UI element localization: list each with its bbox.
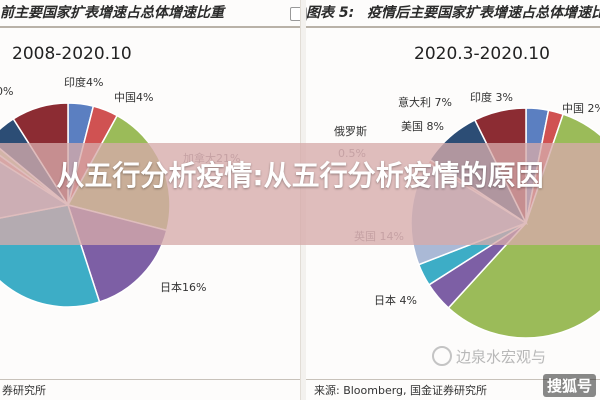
wechat-icon <box>432 346 452 366</box>
right-header-figure-number: 图表 5: <box>306 5 355 21</box>
banner-title: 从五行分析疫情:从五行分析疫情的原因 <box>56 159 544 192</box>
slice-label: 美国 8% <box>401 120 444 133</box>
header-box-icon <box>290 7 300 21</box>
left-header-text: 前主要国家扩表增速占总体增速比重 <box>0 5 224 21</box>
right-footer-rule <box>306 379 600 380</box>
title-banner <box>0 143 600 245</box>
corner-logo: 搜狐号 <box>542 374 596 397</box>
slice-label: 日本16% <box>160 280 206 294</box>
right-chart-title: 2020.3-2020.10 <box>414 44 550 64</box>
right-header-text: 疫情后主要国家扩表增速占总体增速比重 <box>367 5 600 21</box>
watermark-text: 边泉水宏观与 <box>456 348 547 366</box>
left-footer-rule <box>0 379 300 380</box>
slice-label: 意大利 7% <box>398 95 452 109</box>
slice-label: 0% <box>0 85 13 98</box>
slice-label: 中国 2% <box>562 102 600 115</box>
right-footer-source: 来源: Bloomberg, 国金证券研究所 <box>314 384 488 397</box>
slice-label: 中国4% <box>114 91 153 104</box>
slice-label: 印度4% <box>64 75 103 89</box>
slice-label: 印度 3% <box>470 90 513 104</box>
slice-label: 日本 4% <box>374 293 417 307</box>
left-header: 前主要国家扩表增速占总体增速比重 <box>0 0 300 28</box>
watermark: 边泉水宏观与 <box>432 346 546 367</box>
right-header: 图表 5: 疫情后主要国家扩表增速占总体增速比重 <box>306 0 600 28</box>
left-chart-title: 2008-2020.10 <box>12 44 132 64</box>
slice-label: 俄罗斯 <box>334 125 367 138</box>
left-footer-source: 券研究所 <box>2 384 46 397</box>
